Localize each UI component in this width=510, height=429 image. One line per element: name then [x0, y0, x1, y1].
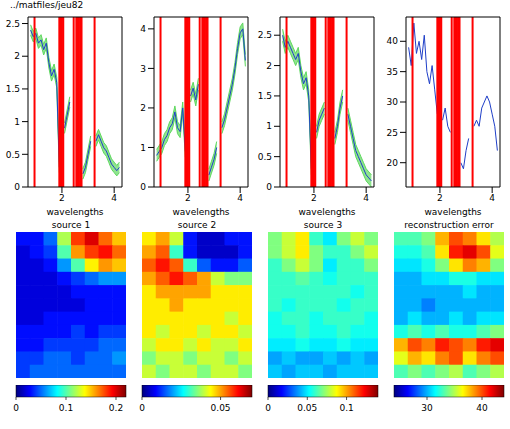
- svg-text:0.5: 0.5: [6, 150, 20, 160]
- svg-text:0: 0: [14, 182, 20, 192]
- svg-text:0.5: 0.5: [258, 152, 272, 162]
- svg-text:1: 1: [266, 121, 272, 131]
- svg-text:0: 0: [139, 403, 145, 413]
- html-text:../matfiles/jeu82: ../matfiles/jeu82: [10, 0, 84, 10]
- svg-text:4: 4: [140, 24, 146, 34]
- svg-text:4: 4: [363, 193, 369, 203]
- svg-text:0: 0: [140, 182, 146, 192]
- svg-text:25: 25: [387, 128, 398, 138]
- svg-text:wavelengths: wavelengths: [424, 207, 481, 217]
- svg-text:2: 2: [140, 103, 146, 113]
- html-text:source 2: source 2: [177, 220, 217, 230]
- svg-text:30: 30: [387, 97, 399, 107]
- svg-text:3: 3: [140, 64, 146, 74]
- svg-text:4: 4: [237, 193, 243, 203]
- svg-text:4: 4: [489, 193, 495, 203]
- svg-text:0.1: 0.1: [339, 403, 353, 413]
- svg-text:30: 30: [421, 403, 433, 413]
- svg-text:40: 40: [476, 403, 488, 413]
- svg-text:1.5: 1.5: [258, 91, 272, 101]
- svg-text:0: 0: [266, 182, 272, 192]
- svg-text:2: 2: [311, 193, 317, 203]
- svg-text:0.05: 0.05: [211, 403, 231, 413]
- svg-text:35: 35: [387, 67, 398, 77]
- svg-text:0.1: 0.1: [59, 403, 73, 413]
- svg-text:wavelengths: wavelengths: [172, 207, 229, 217]
- svg-text:2: 2: [14, 51, 20, 61]
- html-text:source 3: source 3: [303, 220, 343, 230]
- svg-text:4: 4: [111, 193, 117, 203]
- svg-text:1: 1: [14, 117, 20, 127]
- svg-text:2.5: 2.5: [258, 30, 272, 40]
- svg-text:wavelengths: wavelengths: [298, 207, 355, 217]
- svg-text:1.5: 1.5: [6, 84, 20, 94]
- svg-text:0.05: 0.05: [297, 403, 317, 413]
- svg-text:2.5: 2.5: [6, 19, 20, 29]
- svg-text:2: 2: [437, 193, 443, 203]
- svg-text:2: 2: [59, 193, 65, 203]
- html-text:source 1: source 1: [51, 220, 91, 230]
- svg-text:0: 0: [13, 403, 19, 413]
- svg-text:wavelengths: wavelengths: [46, 207, 103, 217]
- svg-text:20: 20: [387, 158, 399, 168]
- svg-text:40: 40: [387, 36, 399, 46]
- svg-text:2: 2: [185, 193, 191, 203]
- html-text:reconstruction error: reconstruction error: [404, 220, 494, 230]
- svg-text:0.2: 0.2: [109, 403, 123, 413]
- svg-text:0: 0: [265, 403, 271, 413]
- svg-text:2: 2: [266, 61, 272, 71]
- svg-text:1: 1: [140, 143, 146, 153]
